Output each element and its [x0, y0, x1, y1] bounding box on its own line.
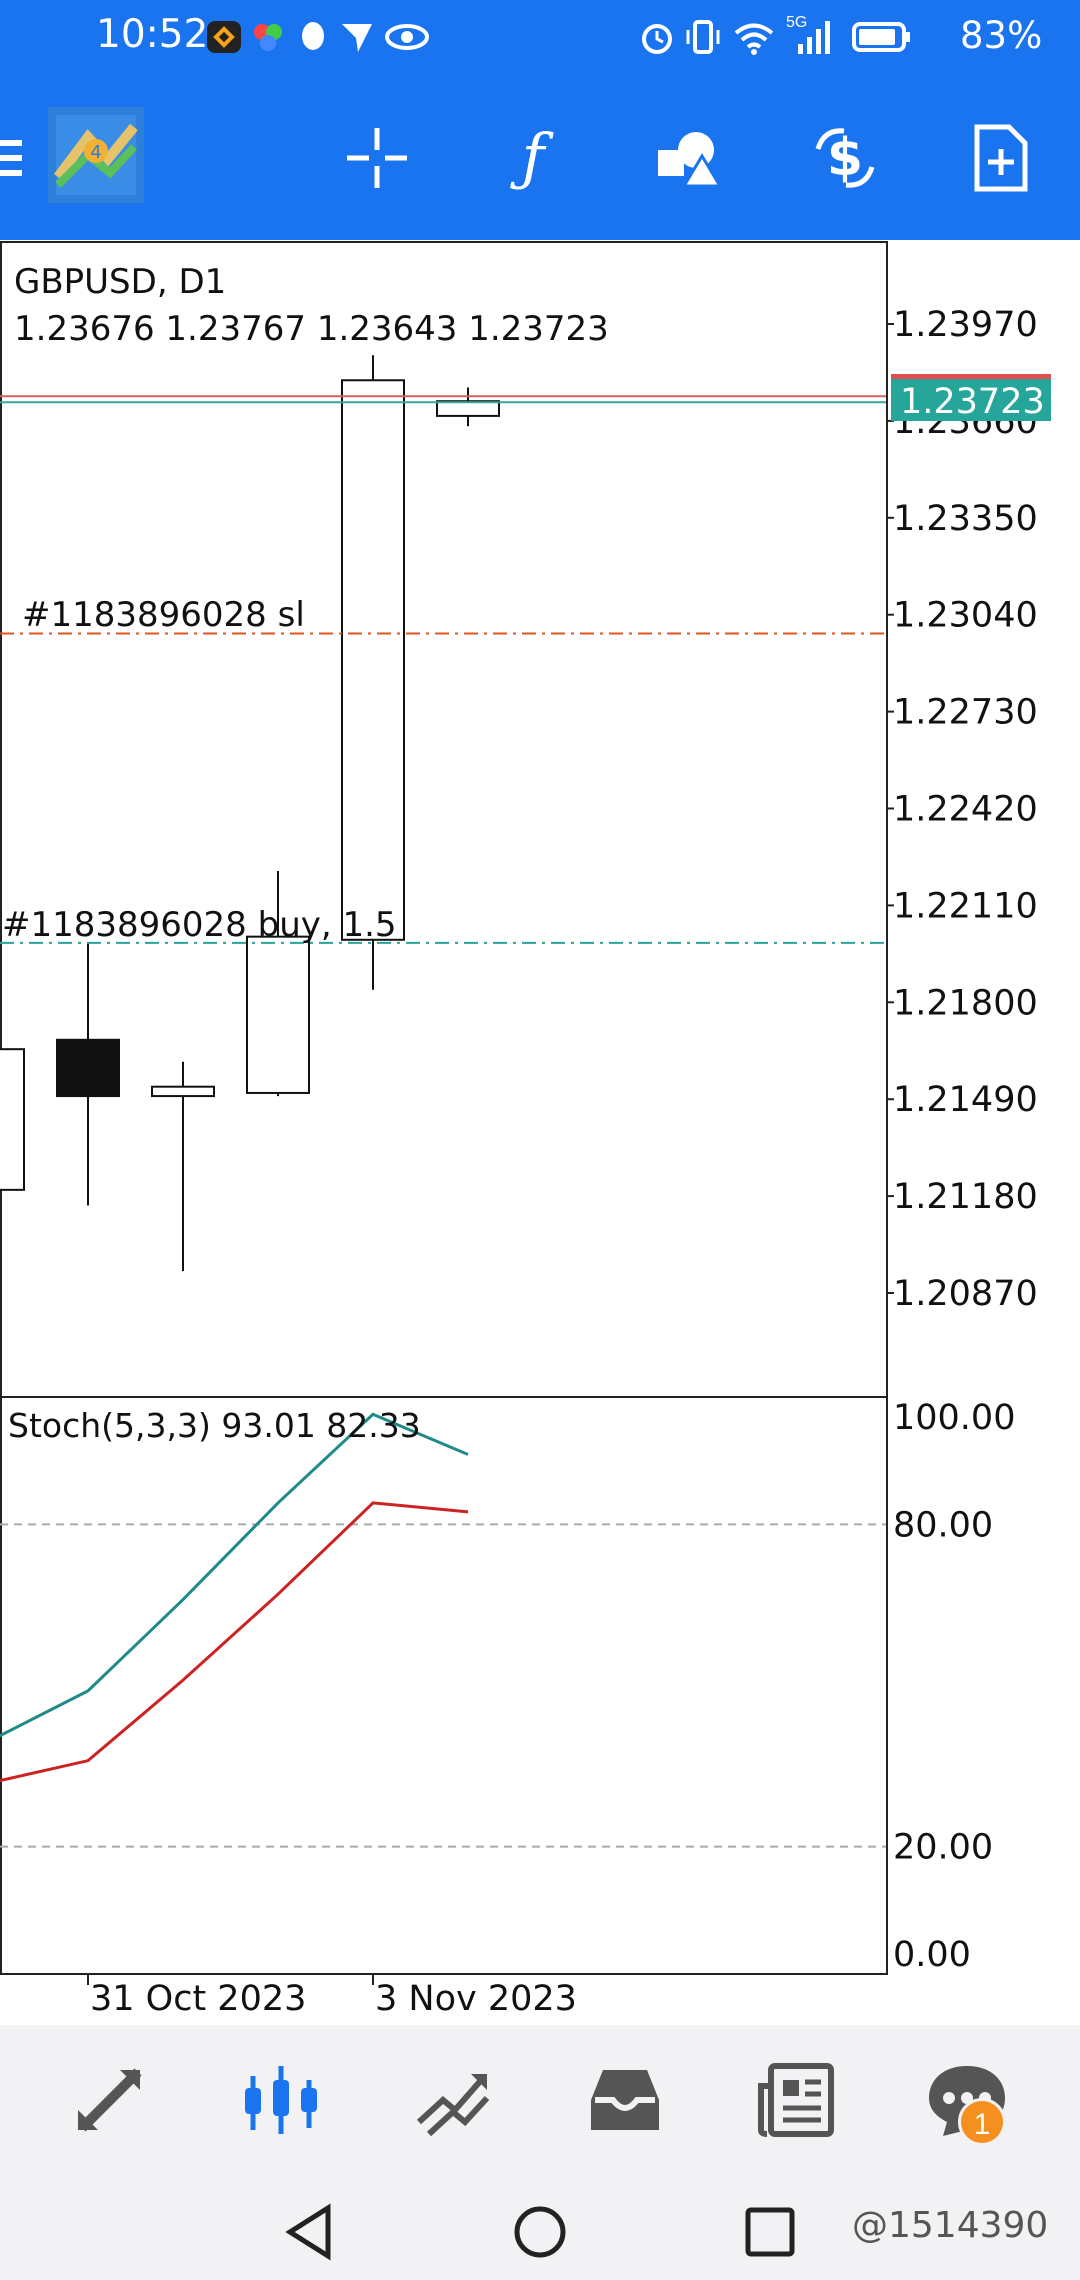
indicators-button[interactable]: ƒ — [488, 113, 578, 203]
crosshair-button[interactable] — [332, 113, 422, 203]
messages-badge: 1 — [958, 2098, 1006, 2146]
stoch-tick-label: 0.00 — [893, 1935, 971, 1975]
metatrader-logo-icon: 4 — [48, 107, 144, 203]
price-tick-label: 1.22110 — [893, 886, 1038, 926]
svg-text:4: 4 — [90, 142, 101, 163]
app-toolbar: 4 ƒ $ — [0, 75, 1080, 240]
nav-news[interactable] — [742, 2045, 852, 2155]
recents-square-icon — [745, 2207, 795, 2257]
chart-area[interactable]: 1.23970 1.23660 1.23350 1.23040 1.22730 1.224… — [0, 240, 1080, 2025]
trade-button[interactable]: $ — [800, 113, 890, 203]
price-tick-label: 1.22420 — [893, 790, 1038, 830]
network-type: 5G — [786, 14, 808, 31]
nav-trade[interactable] — [398, 2045, 508, 2155]
back-button[interactable] — [275, 2197, 345, 2267]
trade-dollar-icon: $ — [815, 128, 875, 188]
recents-button[interactable] — [735, 2197, 805, 2267]
new-document-icon — [974, 124, 1028, 192]
price-tick-label: 1.21800 — [893, 983, 1038, 1023]
candle-body — [341, 379, 405, 941]
stop-loss-label[interactable]: #1183896028 sl — [22, 595, 305, 635]
colorful-app-icon — [254, 24, 282, 51]
date-axis: 31 Oct 2023 3 Nov 2023 — [87, 1975, 577, 2019]
status-bar: 10:52 5G 83% — [0, 0, 1080, 75]
metatrader-logo[interactable]: 4 — [48, 107, 144, 203]
candle-body — [436, 400, 500, 417]
chart-canvas[interactable]: 1.239701.236601.233501.230401.227301.224… — [0, 240, 1080, 2025]
send-arrow-icon — [342, 24, 372, 52]
system-navigation-bar — [0, 2175, 1080, 2280]
battery-icon — [852, 22, 910, 52]
battery-percent: 83% — [960, 14, 1043, 57]
nav-chart[interactable] — [226, 2045, 336, 2155]
price-tick-label: 1.21180 — [893, 1177, 1038, 1217]
current-price-value: 1.23723 — [900, 382, 1045, 422]
price-axis: 1.239701.236601.233501.230401.227301.224… — [886, 305, 1038, 1314]
news-icon — [758, 2063, 834, 2137]
buy-order-label[interactable]: #1183896028 buy, 1.5 — [2, 905, 397, 945]
eye-icon — [385, 24, 429, 50]
home-button[interactable] — [505, 2197, 575, 2267]
candle-body — [0, 1048, 25, 1191]
candle-body — [246, 935, 310, 1094]
date-label: 31 Oct 2023 — [90, 1979, 306, 2019]
signal-icon — [798, 21, 830, 54]
new-order-button[interactable] — [956, 113, 1046, 203]
candles-group — [0, 355, 500, 1272]
stoch-tick-label: 20.00 — [893, 1828, 993, 1868]
svg-text:$: $ — [827, 128, 863, 188]
stoch-tick-label: 100.00 — [893, 1398, 1015, 1438]
symbol-timeframe-label: GBPUSD, D1 — [14, 262, 226, 302]
bottom-navigation — [0, 2025, 1080, 2175]
objects-shapes-icon — [658, 132, 722, 188]
crosshair-icon — [347, 128, 407, 188]
history-inbox-icon — [591, 2070, 659, 2130]
app-notification-icon — [207, 21, 241, 53]
levels-group — [0, 395, 886, 944]
wifi-icon — [734, 23, 774, 55]
svg-text:ƒ: ƒ — [510, 126, 555, 190]
price-tick-label: 1.22730 — [893, 693, 1038, 733]
nav-history[interactable] — [570, 2045, 680, 2155]
indicators-f-icon: ƒ — [510, 126, 555, 190]
price-tick-label: 1.23350 — [893, 499, 1038, 539]
stochastic-group: 100.00 80.00 20.00 0.00 — [0, 1398, 1015, 1975]
price-tick-label: 1.23040 — [893, 596, 1038, 636]
home-circle-icon — [514, 2206, 566, 2258]
nav-quotes[interactable] — [55, 2045, 165, 2155]
alarm-icon — [642, 24, 672, 54]
ohlc-label: 1.23676 1.23767 1.23643 1.23723 — [14, 309, 609, 349]
hamburger-icon — [0, 140, 22, 176]
menu-button[interactable] — [0, 113, 40, 203]
date-label: 3 Nov 2023 — [375, 1979, 577, 2019]
stoch-signal-line — [0, 1501, 469, 1783]
back-triangle-icon — [285, 2203, 331, 2261]
price-tick-label: 1.21490 — [893, 1080, 1038, 1120]
quotes-arrows-icon — [78, 2068, 142, 2132]
stochastic-label: Stoch(5,3,3) 93.01 82.33 — [8, 1406, 421, 1445]
stoch-tick-label: 80.00 — [893, 1505, 993, 1545]
current-price-tag: 1.23723 — [891, 374, 1051, 422]
candle-body — [151, 1085, 215, 1098]
status-time: 10:52 — [96, 12, 209, 57]
objects-button[interactable] — [644, 113, 734, 203]
stoch-main-line — [0, 1412, 469, 1738]
price-tick-label: 1.20870 — [893, 1274, 1038, 1314]
chart-candles-icon — [245, 2066, 317, 2134]
qq-penguin-icon — [302, 22, 324, 50]
price-tick-label: 1.23970 — [893, 305, 1038, 345]
watermark-text: @1514390 — [852, 2205, 1049, 2246]
indicator-frame — [0, 1396, 888, 1975]
vibrate-icon — [686, 20, 720, 54]
trade-icon — [416, 2074, 490, 2137]
candle-body — [56, 1038, 120, 1098]
